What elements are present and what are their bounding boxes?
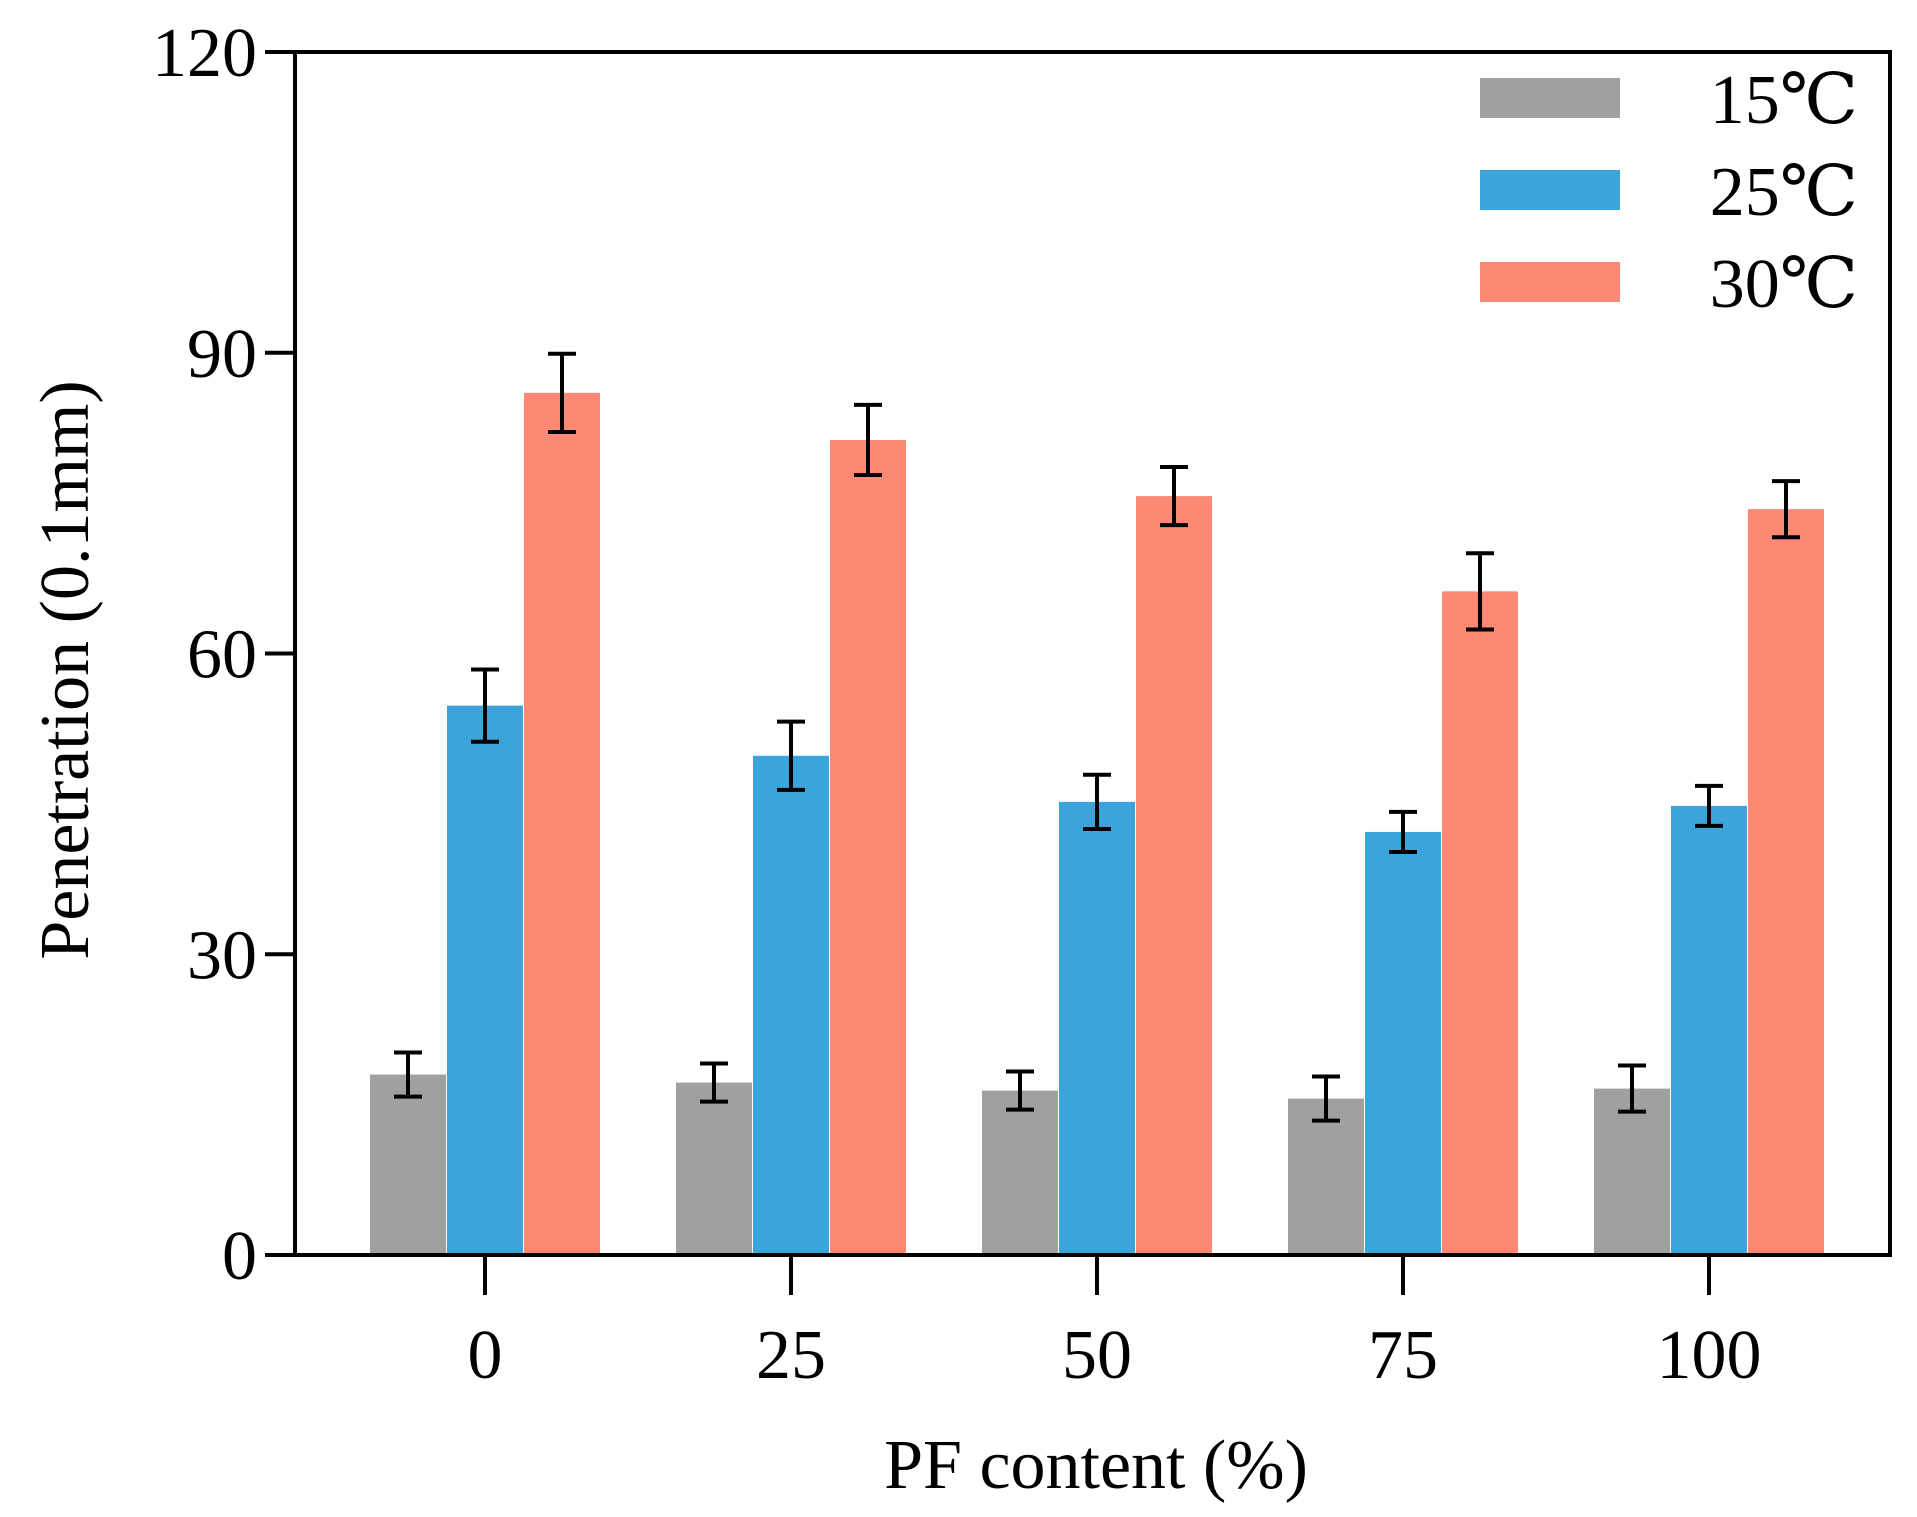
error-bar [471,667,499,744]
legend: 15℃ 25℃ 30℃ [1480,62,1858,323]
error-bar [1618,1063,1646,1114]
error-bar [1466,551,1494,632]
error-bar [1772,479,1800,540]
legend-label: 25℃ [1710,154,1858,231]
y-tick-label: 90 [187,316,257,393]
y-axis-title: Penetration (0.1mm) [27,380,104,959]
y-tick-label: 30 [187,917,257,994]
bar [676,1082,752,1255]
bar [524,392,600,1256]
legend-swatch [1480,262,1620,302]
error-bar [1083,772,1111,831]
x-tick-label: 75 [1368,1317,1438,1394]
bar [1748,509,1824,1255]
x-axis-title: PF content (%) [884,1427,1308,1504]
bar [1136,496,1212,1255]
bar [1059,801,1135,1255]
y-tick-label: 120 [152,15,257,92]
bar [830,439,906,1255]
error-bar [1160,465,1188,528]
x-tick-label: 50 [1062,1317,1132,1394]
legend-item: 30℃ [1480,246,1858,323]
bars-layer [370,392,1824,1256]
bar [1288,1098,1364,1255]
bar [1671,805,1747,1255]
bar [370,1074,446,1255]
bar [1365,831,1441,1255]
x-tick-label: 25 [756,1317,826,1394]
error-bar [777,719,805,792]
y-tick-label: 0 [222,1218,257,1295]
x-tick-label: 100 [1657,1317,1762,1394]
legend-item: 25℃ [1480,154,1858,231]
bar [753,755,829,1255]
bar [982,1090,1058,1255]
bar [1594,1088,1670,1255]
y-tick-label: 60 [187,617,257,694]
error-bar [548,351,576,434]
legend-item: 15℃ [1480,62,1858,139]
error-bars-layer [394,351,1800,1123]
error-bar [1312,1074,1340,1123]
error-bar [1389,809,1417,854]
error-bar [854,402,882,478]
x-tick-label: 0 [468,1317,503,1394]
error-bar [1006,1069,1034,1112]
legend-label: 15℃ [1710,62,1858,139]
legend-label: 30℃ [1710,246,1858,323]
bar [1442,591,1518,1255]
error-bar [394,1050,422,1099]
bar [447,705,523,1255]
legend-swatch [1480,170,1620,210]
legend-swatch [1480,78,1620,118]
error-bar [700,1061,728,1104]
error-bar [1695,783,1723,828]
ticks-layer: 0 30 60 90 120 0 25 50 75 100 [152,15,1762,1394]
